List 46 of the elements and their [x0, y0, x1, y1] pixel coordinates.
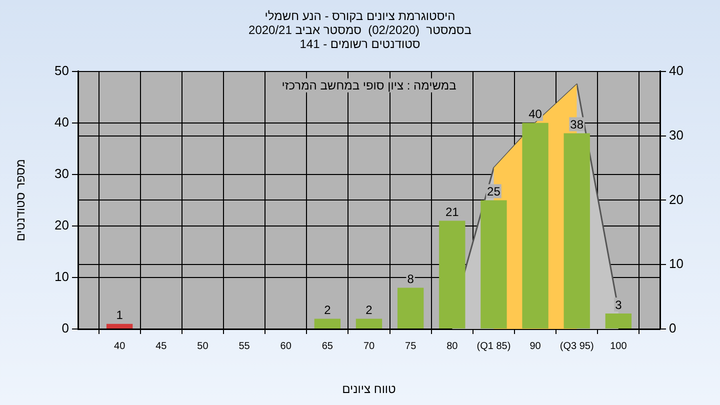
data-label: 21	[445, 205, 460, 220]
bar	[106, 324, 133, 328]
x-tick-label: 55	[238, 340, 250, 352]
x-tick-label: 50	[197, 340, 209, 352]
x-axis-title: טווח ציונים	[342, 382, 396, 396]
y2-tick-label: 20	[669, 192, 684, 207]
chart-title: היסטוגרמת ציונים בקורס - הנע חשמלי בסמסטר (02/2020) סמסטר אביב 2020/21 סטודנטים רשומים - 141	[248, 9, 472, 51]
x-tick-label: 90	[530, 340, 542, 352]
x-tick-label: 80	[446, 340, 458, 352]
data-label: 2	[366, 303, 373, 318]
data-label: 1	[116, 308, 124, 322]
x-tick-label: (Q3 95)	[560, 340, 594, 352]
x-tick-label: 100	[610, 340, 628, 352]
data-label: 38	[570, 118, 584, 132]
x-tick-label: (Q1 85)	[476, 340, 511, 352]
bar	[605, 314, 632, 328]
bar	[397, 288, 424, 328]
y-tick-label: 40	[54, 114, 69, 130]
x-tick-label: 60	[280, 340, 292, 352]
y2-tick-label: 10	[669, 256, 684, 272]
y2-tick-label: 40	[669, 62, 684, 78]
y-tick-label: 10	[54, 269, 69, 284]
y-tick-label: 50	[54, 62, 69, 78]
y-tick-label: 0	[62, 320, 69, 336]
y-tick-label: 20	[54, 218, 69, 233]
x-tick-label: 65	[322, 340, 334, 352]
bar	[480, 200, 507, 328]
x-tick-label: 70	[363, 340, 375, 352]
annotation: במשימה : ציון סופי במחשב המרכזי	[282, 78, 456, 93]
y2-tick-label: 0	[669, 320, 676, 336]
data-label: 8	[407, 272, 414, 286]
bar	[522, 122, 548, 328]
data-label: 3	[615, 298, 622, 312]
y-tick-label: 30	[54, 166, 69, 182]
data-label: 25	[487, 184, 501, 199]
y-axis-title: מספר סטודנטים	[14, 159, 28, 242]
x-tick-label: 40	[114, 340, 126, 352]
y2-tick-label: 30	[669, 127, 684, 142]
data-label: 40	[528, 107, 542, 122]
bar	[356, 318, 382, 328]
bar	[439, 220, 466, 328]
x-tick-label: 45	[156, 340, 168, 352]
bar	[314, 318, 341, 328]
bar	[564, 133, 590, 328]
data-label: 2	[324, 303, 332, 318]
x-tick-label: 75	[405, 340, 417, 352]
